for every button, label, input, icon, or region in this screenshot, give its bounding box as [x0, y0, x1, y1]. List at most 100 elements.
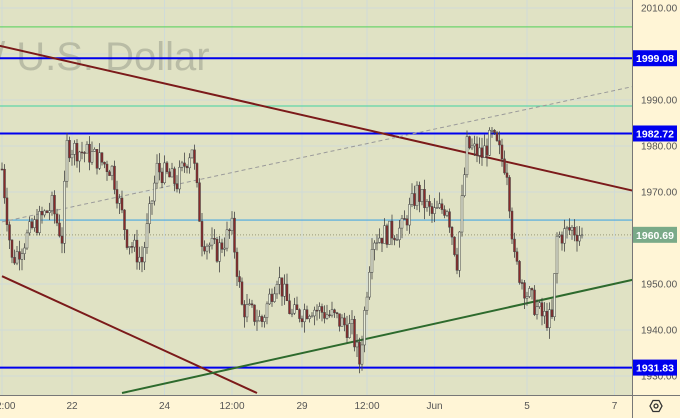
candle	[5, 197, 9, 225]
candle	[400, 218, 404, 229]
candle	[458, 231, 461, 271]
candle	[100, 152, 104, 163]
candle	[233, 217, 236, 253]
candle	[263, 317, 266, 322]
price-tag-label: 1960.69	[636, 230, 674, 242]
candle	[203, 246, 206, 252]
candles	[0, 127, 584, 374]
candle	[395, 239, 399, 241]
candle	[478, 147, 481, 156]
y-ticks: 2010.00 1990.00 1980.00 1970.00 1950.00 1940.…	[641, 4, 678, 383]
candle	[515, 251, 519, 262]
candle	[273, 293, 276, 302]
candle	[115, 189, 119, 204]
candle	[373, 242, 376, 250]
candle	[525, 296, 529, 299]
candle	[235, 251, 239, 277]
candle	[28, 221, 31, 234]
candle	[300, 318, 304, 323]
candle	[30, 221, 34, 228]
candle	[545, 311, 549, 328]
candle	[105, 163, 109, 173]
x-tick-label: 2:00	[0, 401, 16, 412]
candle	[468, 136, 471, 149]
candle	[540, 302, 544, 317]
candle	[375, 242, 379, 244]
candle	[168, 171, 171, 178]
candle	[208, 244, 211, 247]
candle	[143, 247, 146, 263]
candle	[275, 284, 279, 295]
dashed-trend-line[interactable]	[1, 85, 635, 223]
candle	[53, 195, 56, 215]
candle	[70, 154, 74, 159]
candle	[228, 229, 231, 232]
candle	[335, 312, 339, 314]
candle	[250, 303, 254, 306]
candle	[23, 247, 26, 254]
candle	[555, 235, 559, 274]
candle	[340, 317, 344, 327]
settings-icon[interactable]	[649, 399, 663, 413]
candle	[218, 242, 221, 262]
candle	[495, 132, 499, 141]
candle	[530, 288, 534, 291]
candle	[553, 273, 556, 317]
candle	[140, 256, 144, 263]
candle	[50, 195, 54, 211]
candle	[83, 152, 86, 154]
candle	[548, 309, 551, 328]
x-tick-label: 12:00	[354, 401, 379, 412]
candle	[283, 283, 286, 297]
candle	[418, 184, 421, 202]
candle	[185, 166, 189, 169]
candle	[90, 151, 94, 163]
price-axis[interactable]	[632, 0, 680, 418]
price-tag-label: 1931.83	[636, 363, 674, 375]
candle	[365, 296, 369, 311]
candle	[240, 281, 244, 305]
candle	[575, 234, 579, 242]
candle	[518, 261, 521, 283]
candle	[135, 239, 139, 263]
y-tick-label: 2010.00	[641, 4, 678, 15]
candle	[220, 242, 224, 250]
candle	[253, 304, 256, 322]
candle	[363, 310, 366, 346]
candle	[523, 282, 526, 299]
candle	[3, 168, 6, 199]
candle	[73, 143, 76, 155]
candle	[488, 130, 491, 156]
candle	[278, 277, 281, 285]
candle	[58, 222, 61, 237]
candle	[508, 177, 511, 212]
candle	[573, 227, 576, 236]
candle	[113, 165, 116, 190]
candle	[355, 341, 359, 348]
candle	[118, 197, 121, 204]
candle	[320, 306, 324, 313]
green-trend-trend-line[interactable]	[121, 278, 635, 394]
candle	[265, 303, 269, 318]
candle	[148, 203, 151, 224]
candle	[75, 143, 79, 162]
candle	[390, 220, 394, 239]
candle	[88, 143, 91, 163]
x-ticks: 2:00 22 24 12:00 29 12:00 Jun 5 7	[0, 401, 618, 412]
candle	[248, 303, 251, 306]
candle	[338, 313, 341, 327]
candle	[170, 168, 174, 178]
candle	[500, 144, 504, 160]
candle	[205, 245, 209, 252]
candle	[520, 282, 524, 284]
dark-red-trend-line[interactable]	[1, 275, 258, 394]
candle	[193, 149, 196, 164]
candle	[580, 234, 584, 237]
time-axis[interactable]	[0, 395, 632, 418]
candle	[313, 309, 316, 317]
candle	[550, 309, 554, 317]
candle	[35, 219, 39, 233]
dark-red-trend-line[interactable]	[0, 0, 635, 193]
